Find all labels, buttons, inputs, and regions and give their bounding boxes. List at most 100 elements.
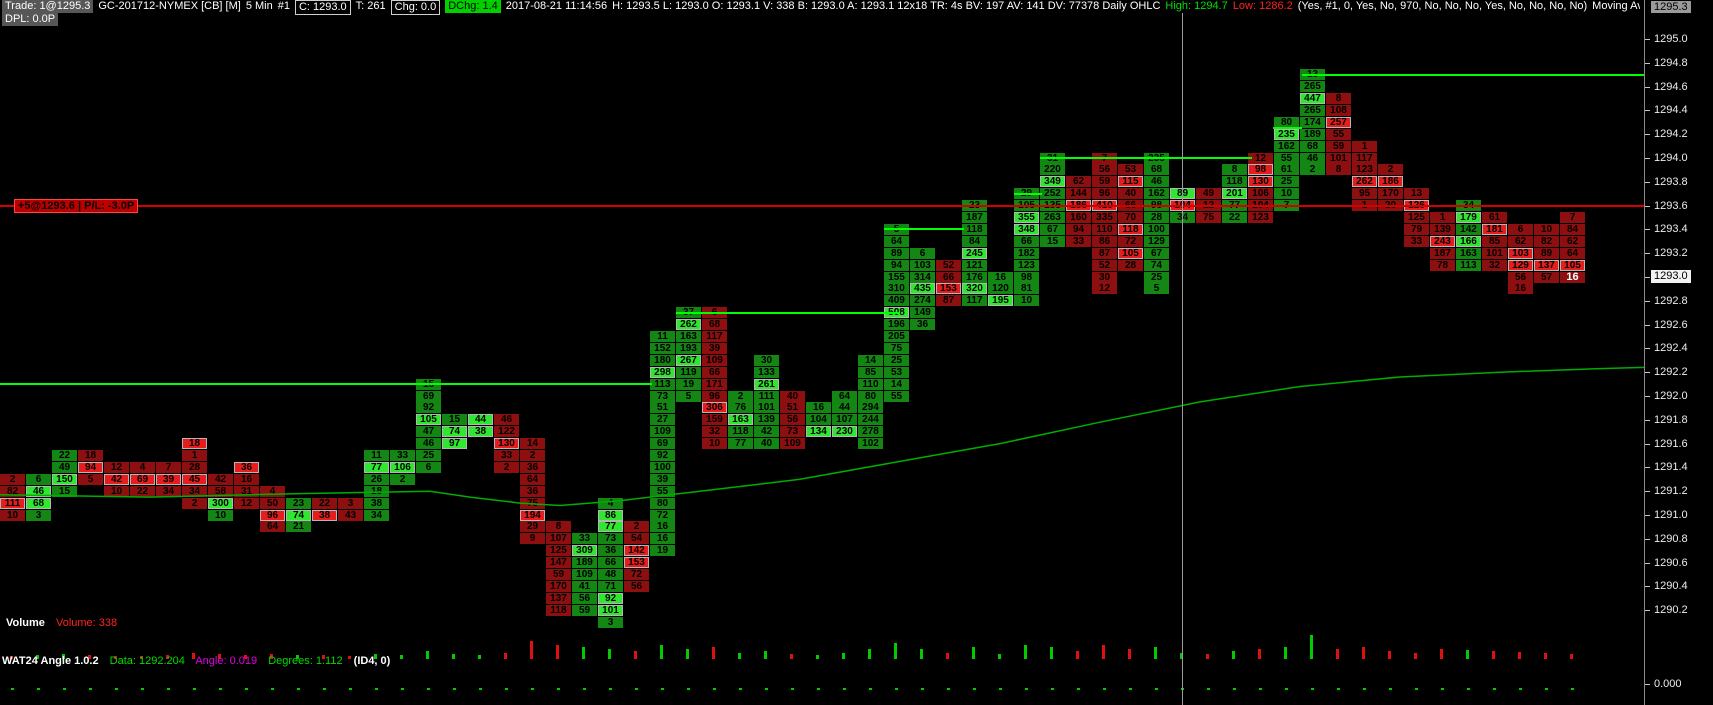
volume-bar xyxy=(1128,649,1131,659)
footprint-cell: 18 xyxy=(78,450,103,461)
wat24-dot xyxy=(1519,688,1522,690)
footprint-cell: 6 xyxy=(416,461,441,473)
footprint-cell: 97 xyxy=(442,438,467,450)
footprint-cell: 68 xyxy=(1300,140,1325,152)
chart-region[interactable]: +5@1293.6 | P/L: -3.0P 2 82 111 10 6 46 68 3 22 4… xyxy=(0,0,1644,705)
volume-bar xyxy=(1414,653,1417,659)
footprint-cell: 66 xyxy=(702,366,727,378)
axis-tick xyxy=(1645,39,1650,40)
wat24-dot xyxy=(115,688,118,690)
footprint-cell: 144 xyxy=(1066,188,1091,200)
wat24-dot xyxy=(895,688,898,690)
volume-bar xyxy=(62,654,65,659)
axis-tick-label: 1292.8 xyxy=(1654,294,1688,307)
wat24-dot xyxy=(1363,688,1366,690)
footprint-cell: 16 xyxy=(234,473,259,485)
footprint-cell: 34 xyxy=(182,485,207,497)
crosshair-vline xyxy=(1182,13,1183,705)
footprint-cell: 77 xyxy=(728,438,753,450)
footprint-cell: 129 xyxy=(1144,235,1169,247)
axis-tick-label: 1295.0 xyxy=(1654,33,1688,45)
footprint-cell: 108 xyxy=(1326,104,1351,116)
volume-bar xyxy=(1466,650,1469,659)
footprint-cell: 38 xyxy=(312,509,337,521)
footprint-cell: 16 xyxy=(650,533,675,545)
footprint-cell: 92 xyxy=(650,450,675,461)
volume-bar xyxy=(842,653,845,659)
footprint-cell: 201 xyxy=(1222,188,1247,200)
footprint-cell: 123 xyxy=(1352,164,1377,176)
footprint-cell: 125 xyxy=(546,545,571,557)
footprint-cell: 55 xyxy=(884,390,909,402)
footprint-cell: 16 xyxy=(1560,271,1585,283)
wat24-dot xyxy=(765,688,768,690)
header-token-9: H: 1293.5 L: 1293.0 O: 1293.1 V: 338 B: … xyxy=(612,0,1161,12)
footprint-cell: 84 xyxy=(1560,223,1585,235)
footprint-cell: 174 xyxy=(1300,116,1325,128)
footprint-cell: 152 xyxy=(650,342,675,354)
footprint-cell: 16 xyxy=(806,402,831,414)
footprint-cell: 42 xyxy=(104,473,129,485)
footprint-cell: 18 xyxy=(182,438,207,450)
volume-bar xyxy=(1232,651,1235,659)
footprint-cell: 166 xyxy=(1456,235,1481,247)
footprint-cell: 33 xyxy=(1066,235,1091,247)
volume-bar xyxy=(608,649,611,659)
footprint-cell: 409 xyxy=(884,295,909,307)
volume-bar xyxy=(686,649,689,659)
price-axis[interactable]: 1295.3 1293.0 0.000 1295.0 1294.8 1294.6 12… xyxy=(1644,0,1713,705)
volume-bar xyxy=(504,653,507,659)
position-line-label[interactable]: +5@1293.6 | P/L: -3.0P xyxy=(14,198,139,213)
footprint-cell: 105 xyxy=(416,414,441,426)
footprint-cell: 298 xyxy=(650,366,675,378)
footprint-cell: 92 xyxy=(598,592,623,604)
volume-bar xyxy=(946,653,949,659)
level-line xyxy=(1273,127,1302,130)
footprint-cell: 7 xyxy=(1560,212,1585,223)
footprint-cell: 120 xyxy=(988,283,1013,295)
footprint-cell: 96 xyxy=(260,509,285,521)
footprint-cell: 137 xyxy=(1534,259,1559,271)
volume-bar xyxy=(1154,647,1157,659)
dpl-label: DPL: 0.0P xyxy=(2,13,59,26)
footprint-cell: 67 xyxy=(1040,223,1065,235)
footprint-cell: 50 xyxy=(260,497,285,509)
footprint-cell: 36 xyxy=(520,485,545,497)
footprint-cell: 70 xyxy=(1118,212,1143,223)
footprint-cell: 23 xyxy=(286,497,311,509)
footprint-cell: 187 xyxy=(962,212,987,223)
position-line[interactable] xyxy=(0,204,1644,207)
footprint-cell: 122 xyxy=(494,426,519,438)
footprint-cell: 12 xyxy=(104,461,129,473)
volume-bar xyxy=(322,655,325,659)
wat24-dot xyxy=(193,688,196,690)
footprint-cell: 19 xyxy=(676,378,701,390)
footprint-cell: 10 xyxy=(104,485,129,497)
footprint-cell: 55 xyxy=(650,485,675,497)
wat24-study-labels: WAT24 Angle 1.0.2 Data: 1292.204 Angle: … xyxy=(2,655,398,667)
wat24-dot xyxy=(739,688,742,690)
wat24-dot xyxy=(297,688,300,690)
footprint-cell: 62 xyxy=(1508,235,1533,247)
footprint-cell: 123 xyxy=(1248,212,1273,223)
trade-price-marker: 1295.3 xyxy=(1651,1,1691,13)
footprint-cell: 82 xyxy=(0,485,25,497)
volume-bar xyxy=(530,641,533,659)
footprint-cell: 11 xyxy=(364,450,389,461)
footprint-cell: 40 xyxy=(780,390,805,402)
footprint-cell: 162 xyxy=(1144,188,1169,200)
footprint-cell: 9 xyxy=(520,533,545,545)
axis-tick-label: 1294.2 xyxy=(1654,128,1688,141)
footprint-cell: 32 xyxy=(702,426,727,438)
footprint-cell: 82 xyxy=(1534,235,1559,247)
axis-tick xyxy=(1645,443,1650,445)
footprint-cell: 348 xyxy=(1014,223,1039,235)
volume-bar xyxy=(36,655,39,659)
axis-tick-label: 1291.6 xyxy=(1654,437,1688,450)
wat24-dot xyxy=(1441,688,1444,690)
footprint-cell: 103 xyxy=(1508,247,1533,259)
footprint-cell: 75 xyxy=(1196,212,1221,223)
footprint-cell: 96 xyxy=(702,390,727,402)
axis-tick-label: 1294.4 xyxy=(1654,104,1688,117)
footprint-cell: 7 xyxy=(156,461,181,473)
